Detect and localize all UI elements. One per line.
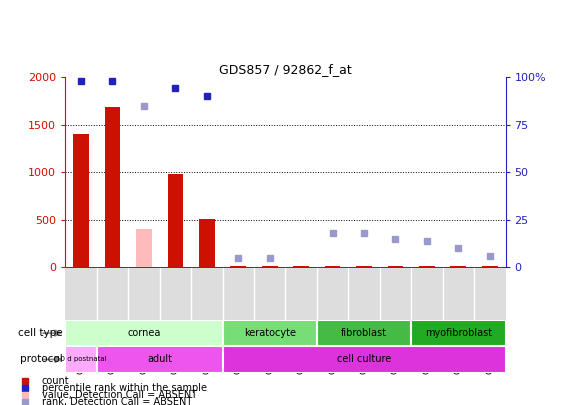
Bar [293, 266, 309, 267]
Text: myofibroblast: myofibroblast [425, 328, 492, 338]
Text: rank, Detection Call = ABSENT: rank, Detection Call = ABSENT [42, 397, 192, 405]
Bar [356, 266, 372, 267]
Bar [223, 346, 506, 373]
Bar [65, 320, 223, 346]
Bar [411, 320, 506, 346]
Bar [97, 346, 223, 373]
Bar [419, 266, 435, 267]
Text: count: count [42, 376, 70, 386]
Bar [482, 266, 498, 267]
Text: adult: adult [147, 354, 172, 364]
Bar [387, 266, 403, 267]
Text: protocol: protocol [20, 354, 62, 364]
Bar [325, 266, 340, 267]
Bar [262, 266, 278, 267]
Bar [317, 320, 411, 346]
Bar [65, 346, 97, 373]
Bar [73, 134, 89, 267]
Bar [136, 229, 152, 267]
Bar [231, 266, 246, 267]
Title: GDS857 / 92862_f_at: GDS857 / 92862_f_at [219, 63, 352, 76]
Text: cornea: cornea [127, 328, 161, 338]
Text: percentile rank within the sample: percentile rank within the sample [42, 383, 207, 393]
Text: value, Detection Call = ABSENT: value, Detection Call = ABSENT [42, 390, 197, 400]
Text: cell culture: cell culture [337, 354, 391, 364]
Bar [199, 219, 215, 267]
Text: keratocyte: keratocyte [244, 328, 296, 338]
Text: 10 d postnatal: 10 d postnatal [56, 356, 106, 362]
Bar [450, 266, 466, 267]
Text: cell type: cell type [18, 328, 62, 338]
Bar [223, 320, 317, 346]
Bar [105, 107, 120, 267]
Text: fibroblast: fibroblast [341, 328, 387, 338]
Bar [168, 174, 183, 267]
